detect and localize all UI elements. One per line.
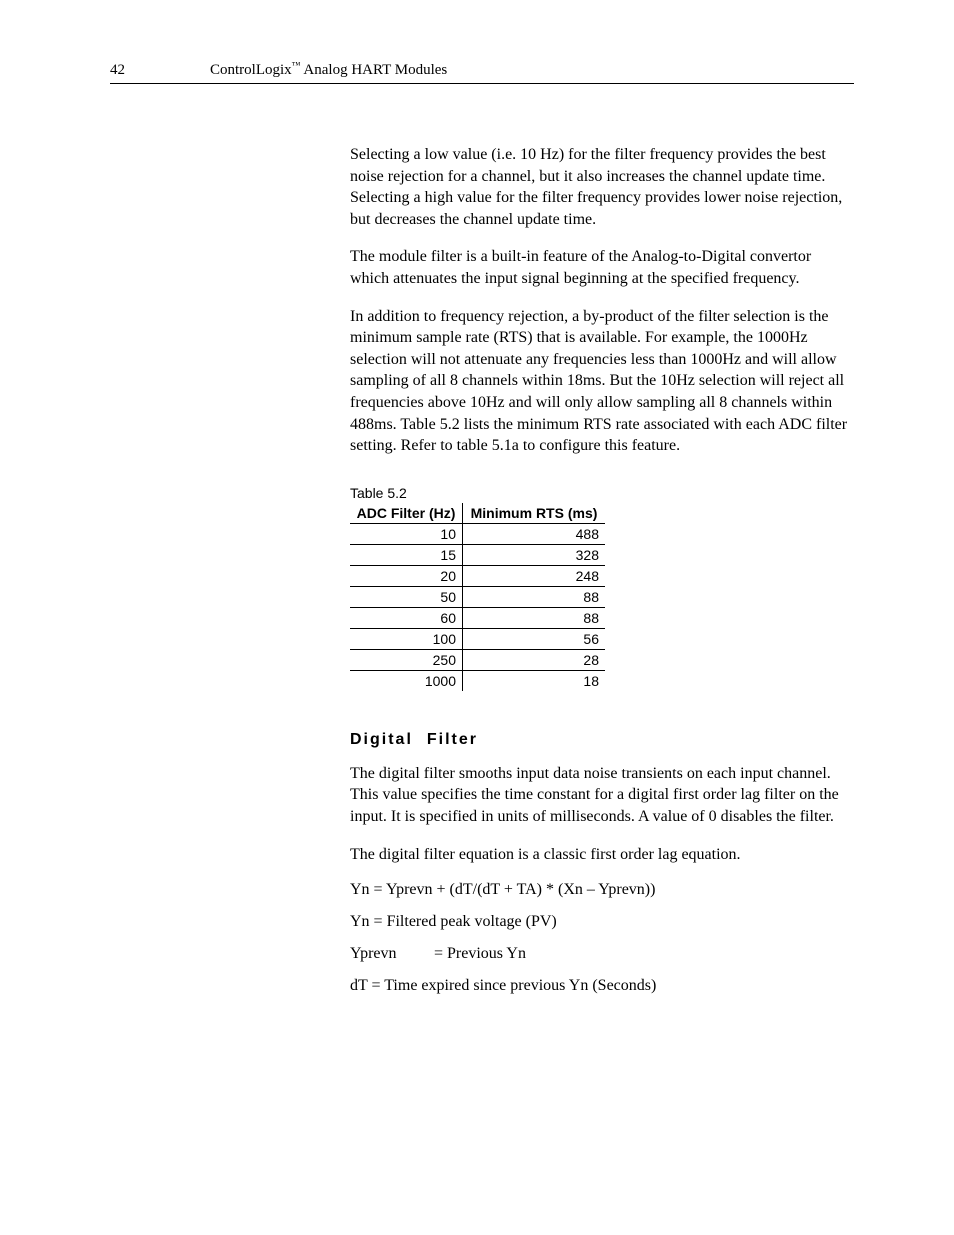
table-cell: 50 xyxy=(350,586,463,607)
paragraph-3: In addition to frequency rejection, a by… xyxy=(350,306,854,457)
table-header-col2: Minimum RTS (ms) xyxy=(463,503,606,524)
header-title-prefix: ControlLogix xyxy=(210,62,292,78)
table-cell: 1000 xyxy=(350,670,463,691)
section-heading-digital-filter: Digital Filter xyxy=(350,731,854,749)
section-heading-word1: Digital xyxy=(350,731,413,748)
table-cell: 15 xyxy=(350,544,463,565)
table-cell: 250 xyxy=(350,649,463,670)
table-row: 10 488 xyxy=(350,523,605,544)
section-paragraph-2: The digital filter equation is a classic… xyxy=(350,844,854,866)
table-row: 60 88 xyxy=(350,607,605,628)
definition-symbol: Yprevn xyxy=(350,945,430,963)
table-cell: 248 xyxy=(463,565,606,586)
definition-dt: dT = Time expired since previous Yn (Sec… xyxy=(350,977,854,995)
table-cell: 100 xyxy=(350,628,463,649)
table-header-row: ADC Filter (Hz) Minimum RTS (ms) xyxy=(350,503,605,524)
header-title-suffix: Analog HART Modules xyxy=(301,62,448,78)
table-cell: 28 xyxy=(463,649,606,670)
section-paragraph-1: The digital filter smooths input data no… xyxy=(350,763,854,828)
page-header: 42 ControlLogix™ Analog HART Modules xyxy=(110,60,854,84)
table-row: 50 88 xyxy=(350,586,605,607)
equation-line: Yn = Yprevn + (dT/(dT + TA) * (Xn – Ypre… xyxy=(350,881,854,899)
table-header-col1: ADC Filter (Hz) xyxy=(350,503,463,524)
adc-filter-table: ADC Filter (Hz) Minimum RTS (ms) 10 488 … xyxy=(350,503,605,691)
header-title: ControlLogix™ Analog HART Modules xyxy=(210,60,447,79)
table-cell: 56 xyxy=(463,628,606,649)
paragraph-1: Selecting a low value (i.e. 10 Hz) for t… xyxy=(350,144,854,230)
table-row: 100 56 xyxy=(350,628,605,649)
trademark-symbol: ™ xyxy=(292,60,301,70)
table-cell: 488 xyxy=(463,523,606,544)
definition-text: = Previous Yn xyxy=(434,945,526,962)
table-caption: Table 5.2 xyxy=(350,485,854,501)
table-row: 15 328 xyxy=(350,544,605,565)
table-row: 1000 18 xyxy=(350,670,605,691)
content-region: Selecting a low value (i.e. 10 Hz) for t… xyxy=(350,144,854,995)
table-cell: 60 xyxy=(350,607,463,628)
definition-yprevn: Yprevn = Previous Yn xyxy=(350,945,854,963)
table-cell: 328 xyxy=(463,544,606,565)
definition-yn: Yn = Filtered peak voltage (PV) xyxy=(350,913,854,931)
paragraph-2: The module filter is a built-in feature … xyxy=(350,246,854,289)
page-number: 42 xyxy=(110,62,210,79)
section-heading-word2: Filter xyxy=(427,731,478,748)
table-cell: 88 xyxy=(463,586,606,607)
table-row: 250 28 xyxy=(350,649,605,670)
table-cell: 10 xyxy=(350,523,463,544)
table-row: 20 248 xyxy=(350,565,605,586)
table-cell: 20 xyxy=(350,565,463,586)
table-cell: 18 xyxy=(463,670,606,691)
table-cell: 88 xyxy=(463,607,606,628)
